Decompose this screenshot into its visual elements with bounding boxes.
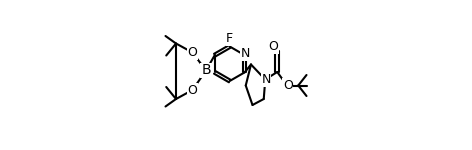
Text: B: B: [201, 63, 211, 78]
Text: F: F: [226, 33, 233, 45]
Text: N: N: [241, 47, 250, 60]
Text: N: N: [261, 73, 270, 86]
Text: O: O: [283, 79, 293, 92]
Text: O: O: [187, 84, 197, 96]
Text: O: O: [269, 40, 278, 53]
Text: O: O: [187, 46, 197, 59]
